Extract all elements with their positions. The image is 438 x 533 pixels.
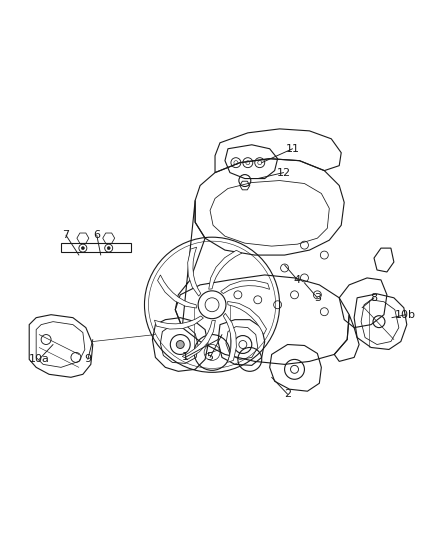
Circle shape (176, 341, 184, 349)
Circle shape (81, 247, 85, 249)
Polygon shape (223, 313, 237, 362)
Circle shape (107, 247, 110, 249)
Text: 7: 7 (62, 230, 70, 240)
Text: 5: 5 (207, 352, 214, 362)
Polygon shape (188, 247, 201, 296)
Text: 10b: 10b (396, 310, 416, 320)
Polygon shape (155, 316, 203, 329)
Polygon shape (209, 251, 242, 289)
Polygon shape (182, 320, 215, 359)
Polygon shape (158, 275, 197, 308)
Text: 8: 8 (371, 293, 378, 303)
Polygon shape (228, 302, 266, 335)
Text: 2: 2 (284, 389, 291, 399)
Text: 10a: 10a (29, 354, 49, 365)
Text: 12: 12 (276, 167, 291, 177)
Text: 3: 3 (314, 293, 321, 303)
Text: 9: 9 (84, 354, 92, 365)
Text: 6: 6 (93, 230, 100, 240)
Text: 11: 11 (286, 144, 300, 154)
Text: 1: 1 (182, 352, 189, 362)
Text: 4: 4 (294, 275, 301, 285)
Polygon shape (221, 280, 270, 294)
